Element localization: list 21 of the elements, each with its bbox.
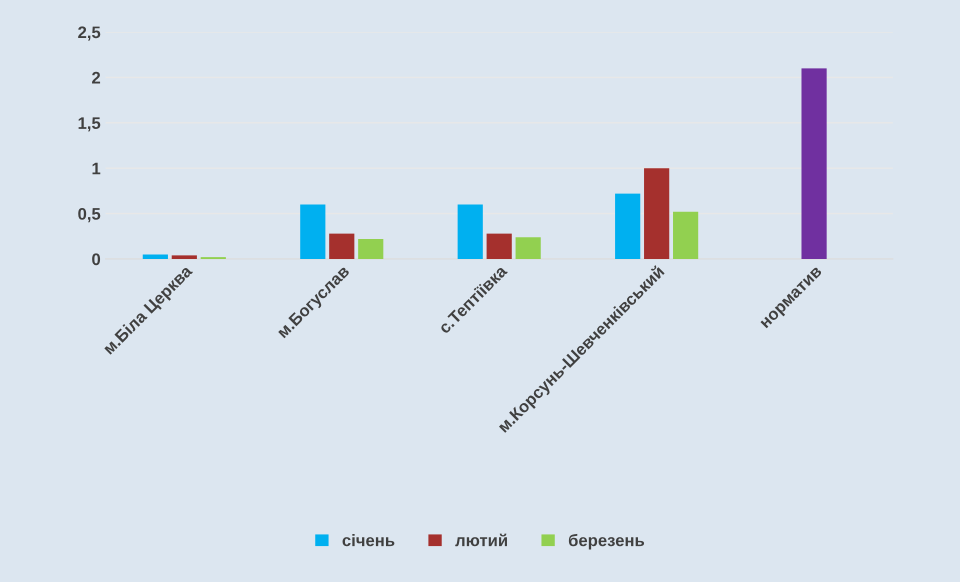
bar [358, 239, 384, 259]
bar [172, 255, 197, 259]
y-tick-label: 1,5 [78, 117, 100, 132]
bar [673, 212, 698, 259]
bar [516, 237, 541, 259]
y-tick-label: 2 [92, 72, 100, 84]
legend-label: березень [568, 534, 644, 550]
bar [486, 234, 512, 259]
bar [644, 168, 670, 259]
bar [458, 204, 483, 259]
y-tick-label: 0 [92, 253, 100, 266]
bar [329, 234, 354, 259]
bar [300, 204, 326, 259]
y-tick-label: 1 [92, 162, 100, 174]
y-tick-label: 0,5 [78, 208, 100, 222]
legend-label: січень [342, 534, 394, 546]
bar [142, 254, 168, 259]
y-tick-label: 2,5 [78, 26, 100, 41]
bar [801, 68, 827, 259]
bar [615, 194, 640, 259]
legend-label: лютий [455, 534, 507, 546]
